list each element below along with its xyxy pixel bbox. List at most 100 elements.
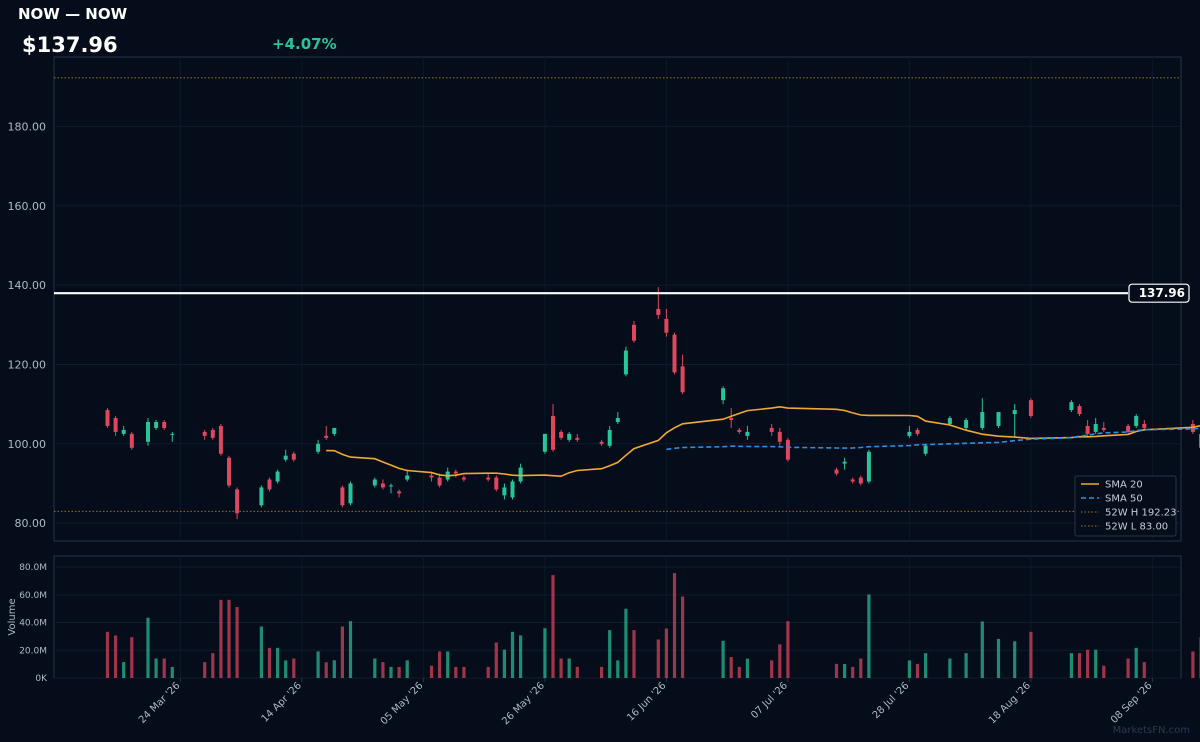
last-price: $137.96 bbox=[22, 33, 118, 57]
volume-bar bbox=[1102, 665, 1106, 678]
volume-bar bbox=[915, 663, 920, 678]
volume-bar bbox=[1126, 658, 1130, 678]
candle-body bbox=[551, 416, 555, 450]
candle-body bbox=[283, 455, 288, 460]
candle-body bbox=[348, 483, 353, 504]
candle-body bbox=[866, 451, 871, 482]
price-tick-label: 140.00 bbox=[8, 279, 47, 292]
volume-bar bbox=[316, 651, 320, 678]
volume-bar bbox=[259, 626, 263, 678]
candle-body bbox=[405, 475, 410, 480]
candle-body bbox=[915, 429, 920, 434]
volume-bar bbox=[162, 658, 166, 678]
volume-bar bbox=[438, 651, 442, 678]
candle-body bbox=[324, 435, 329, 438]
volume-bar bbox=[616, 660, 620, 678]
candle-body bbox=[721, 388, 726, 401]
volume-bar bbox=[519, 635, 523, 678]
candle-body bbox=[745, 431, 750, 436]
candle-body bbox=[218, 425, 223, 454]
volume-bar bbox=[170, 666, 174, 678]
x-tick-label: 26 May '26 bbox=[500, 680, 547, 727]
volume-bar bbox=[502, 649, 506, 678]
candle-body bbox=[202, 431, 207, 436]
candle-body bbox=[113, 418, 118, 432]
candle-body bbox=[842, 461, 847, 464]
volume-bar bbox=[729, 657, 733, 678]
candle-body bbox=[275, 471, 280, 482]
candle-body bbox=[105, 410, 110, 426]
volume-panel bbox=[53, 555, 1182, 679]
volume-bar bbox=[405, 660, 409, 678]
volume-bar bbox=[1029, 631, 1033, 678]
volume-bar bbox=[543, 628, 547, 678]
candle-body bbox=[996, 412, 1001, 426]
candle-body bbox=[1126, 425, 1131, 432]
price-tick-label: 160.00 bbox=[8, 200, 47, 213]
candle-body bbox=[510, 481, 515, 498]
candle-body bbox=[850, 479, 855, 482]
volume-bar bbox=[608, 630, 612, 678]
candle-body bbox=[632, 324, 636, 341]
volume-bar bbox=[721, 640, 725, 678]
candle-body bbox=[332, 427, 337, 434]
candle-body bbox=[316, 443, 321, 452]
candle-body bbox=[615, 418, 620, 422]
price-panel bbox=[53, 56, 1182, 542]
volume-bar bbox=[114, 635, 118, 678]
volume-bar bbox=[656, 639, 660, 678]
volume-bar bbox=[867, 594, 871, 678]
candle-body bbox=[664, 318, 669, 333]
candle-body bbox=[486, 477, 491, 480]
legend-label: 52W L 83.00 bbox=[1105, 522, 1168, 533]
volume-bar bbox=[1094, 649, 1098, 678]
volume-bar bbox=[235, 607, 239, 678]
candle-body bbox=[1142, 423, 1147, 428]
candle-body bbox=[210, 429, 215, 438]
volume-bar bbox=[851, 666, 855, 678]
candle-body bbox=[923, 445, 928, 454]
chart-title: NOW — NOW bbox=[18, 5, 128, 23]
candle-body bbox=[680, 366, 685, 393]
volume-bar bbox=[122, 662, 126, 678]
volume-bar bbox=[267, 647, 272, 678]
candle-body bbox=[461, 477, 466, 480]
volume-bar bbox=[600, 666, 604, 678]
volume-bar bbox=[778, 644, 782, 678]
volume-bar bbox=[551, 575, 555, 678]
candle-body bbox=[785, 439, 790, 460]
volume-bar bbox=[996, 638, 1001, 678]
candle-body bbox=[858, 477, 863, 484]
volume-bar bbox=[1142, 662, 1146, 678]
volume-bar bbox=[1134, 647, 1138, 678]
volume-bar bbox=[340, 626, 344, 678]
candle-body bbox=[834, 469, 839, 474]
volume-bar bbox=[834, 663, 839, 678]
x-tick-label: 07 Jul '26 bbox=[749, 680, 790, 721]
candle-body bbox=[227, 457, 231, 486]
volume-tick-label: 40.0M bbox=[19, 619, 47, 629]
volume-bar bbox=[130, 637, 134, 678]
candle-body bbox=[599, 441, 604, 444]
candle-body bbox=[235, 489, 240, 514]
volume-bar bbox=[681, 596, 685, 678]
price-change: +4.07% bbox=[272, 35, 337, 53]
candle-body bbox=[121, 429, 126, 434]
volume-bar bbox=[389, 666, 393, 678]
volume-bar bbox=[624, 608, 628, 678]
volume-bar bbox=[510, 631, 515, 678]
candle-body bbox=[567, 433, 572, 440]
x-tick-label: 14 Apr '26 bbox=[260, 680, 304, 724]
candle-body bbox=[129, 433, 134, 448]
legend-label: SMA 20 bbox=[1105, 480, 1143, 491]
candle-body bbox=[146, 421, 150, 442]
volume-bar bbox=[203, 662, 207, 678]
volume-bar bbox=[429, 665, 434, 678]
candle-body bbox=[453, 471, 458, 474]
candle-body bbox=[607, 429, 612, 446]
volume-bar bbox=[462, 666, 466, 678]
volume-tick-label: 60.0M bbox=[19, 591, 47, 601]
price-tick-label: 120.00 bbox=[8, 358, 47, 371]
volume-bar bbox=[146, 617, 150, 678]
